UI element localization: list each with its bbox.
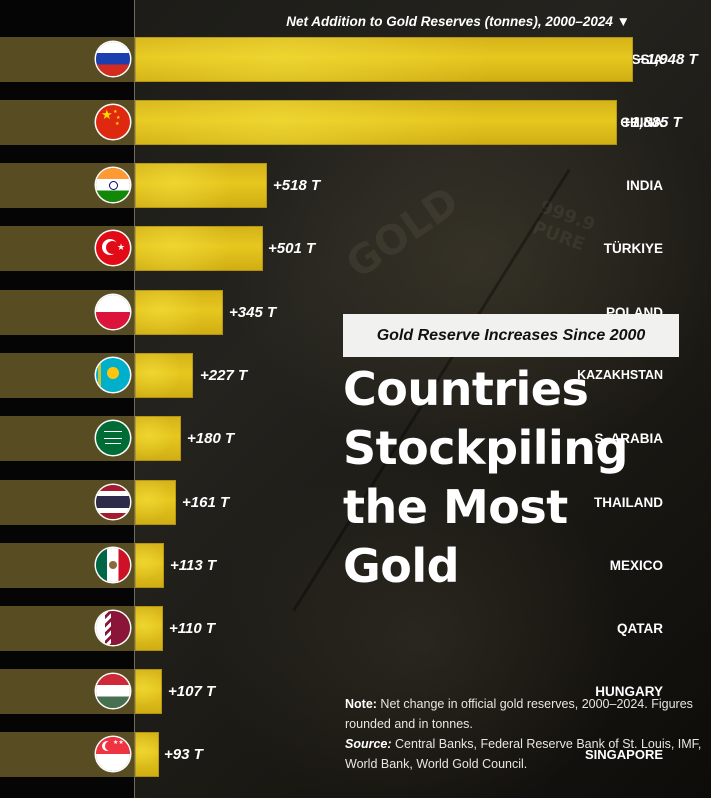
country-label: MEXICO xyxy=(609,558,663,573)
bar xyxy=(135,606,163,651)
country-label: KAZAKHSTAN xyxy=(577,368,663,382)
subtitle-badge: Gold Reserve Increases Since 2000 xyxy=(343,314,679,357)
bar xyxy=(135,732,159,777)
country-label: S. ARABIA xyxy=(594,431,663,446)
country-label: TÜRKIYE xyxy=(603,241,663,256)
turkiye-flag-icon: ★ xyxy=(96,231,130,265)
bar-row-kazakhstan: KAZAKHSTAN +227 T xyxy=(0,353,711,398)
value-label: +518 T xyxy=(273,177,321,194)
page-title: Countries Stockpiling the Most Gold xyxy=(343,360,629,596)
thailand-flag-icon xyxy=(96,485,130,519)
country-label: INDIA xyxy=(626,178,663,193)
bar xyxy=(135,100,617,145)
india-flag-icon xyxy=(96,168,130,202)
value-label: +345 T xyxy=(229,304,277,321)
bar xyxy=(135,226,263,271)
bar xyxy=(135,669,162,714)
bar xyxy=(135,37,633,82)
value-label: +180 T xyxy=(187,430,235,447)
axis-title: Net Addition to Gold Reserves (tonnes), … xyxy=(286,14,630,29)
title-line: Countries xyxy=(343,362,589,416)
value-label: +501 T xyxy=(268,240,316,257)
bar-row-hungary: HUNGARY +107 T xyxy=(0,669,711,714)
bar xyxy=(135,163,267,208)
bar-row-russia: RUSSIA +1,948 T xyxy=(0,37,711,82)
china-flag-icon: ★ ★ ★ ★ xyxy=(96,105,130,139)
source-text: Central Banks, Federal Reserve Bank of S… xyxy=(345,737,702,771)
bar-row-china: CHINA ★ ★ ★ ★ +1,885 T xyxy=(0,100,711,145)
value-label: +161 T xyxy=(182,494,230,511)
kazakhstan-flag-icon xyxy=(96,358,130,392)
singapore-flag-icon: ★★ xyxy=(96,737,130,771)
country-label: CHINA xyxy=(620,115,663,130)
footnote: Note: Net change in official gold reserv… xyxy=(345,694,705,774)
value-label: +1,885 T xyxy=(622,114,682,131)
bar-row-turkiye: TÜRKIYE ★ +501 T xyxy=(0,226,711,271)
hungary-flag-icon xyxy=(96,674,130,708)
bar-row-saudi-arabia: S. ARABIA +180 T xyxy=(0,416,711,461)
country-label: HUNGARY xyxy=(595,684,663,699)
bar xyxy=(135,353,193,398)
bar xyxy=(135,416,181,461)
title-line: the Most xyxy=(343,480,568,534)
bar xyxy=(135,543,164,588)
saudi-arabia-flag-icon xyxy=(96,421,130,455)
value-label: +1,948 T xyxy=(638,51,698,68)
bar-row-mexico: MEXICO +113 T xyxy=(0,543,711,588)
russia-flag-icon xyxy=(96,42,130,76)
country-label: THAILAND xyxy=(594,495,663,510)
bar-row-india: INDIA +518 T xyxy=(0,163,711,208)
value-label: +107 T xyxy=(168,683,216,700)
value-label: +227 T xyxy=(200,367,248,384)
country-label: QATAR xyxy=(617,621,663,636)
mexico-flag-icon xyxy=(96,548,130,582)
country-label: SINGAPORE xyxy=(584,747,663,762)
source-label: Source: xyxy=(345,737,392,751)
note-text: Net change in official gold reserves, 20… xyxy=(345,697,693,731)
qatar-flag-icon xyxy=(96,611,130,645)
bar xyxy=(135,480,176,525)
bar-row-thailand: THAILAND +161 T xyxy=(0,480,711,525)
title-line: Gold xyxy=(343,539,460,593)
axis-line xyxy=(134,0,135,798)
note-label: Note: xyxy=(345,697,377,711)
bar-row-singapore: SINGAPORE ★★ +93 T xyxy=(0,732,711,777)
value-label: +113 T xyxy=(170,557,217,574)
bar-row-qatar: QATAR +110 T xyxy=(0,606,711,651)
title-line: Stockpiling xyxy=(343,421,629,475)
poland-flag-icon xyxy=(96,295,130,329)
bar xyxy=(135,290,223,335)
value-label: +110 T xyxy=(169,620,216,637)
value-label: +93 T xyxy=(164,746,203,763)
